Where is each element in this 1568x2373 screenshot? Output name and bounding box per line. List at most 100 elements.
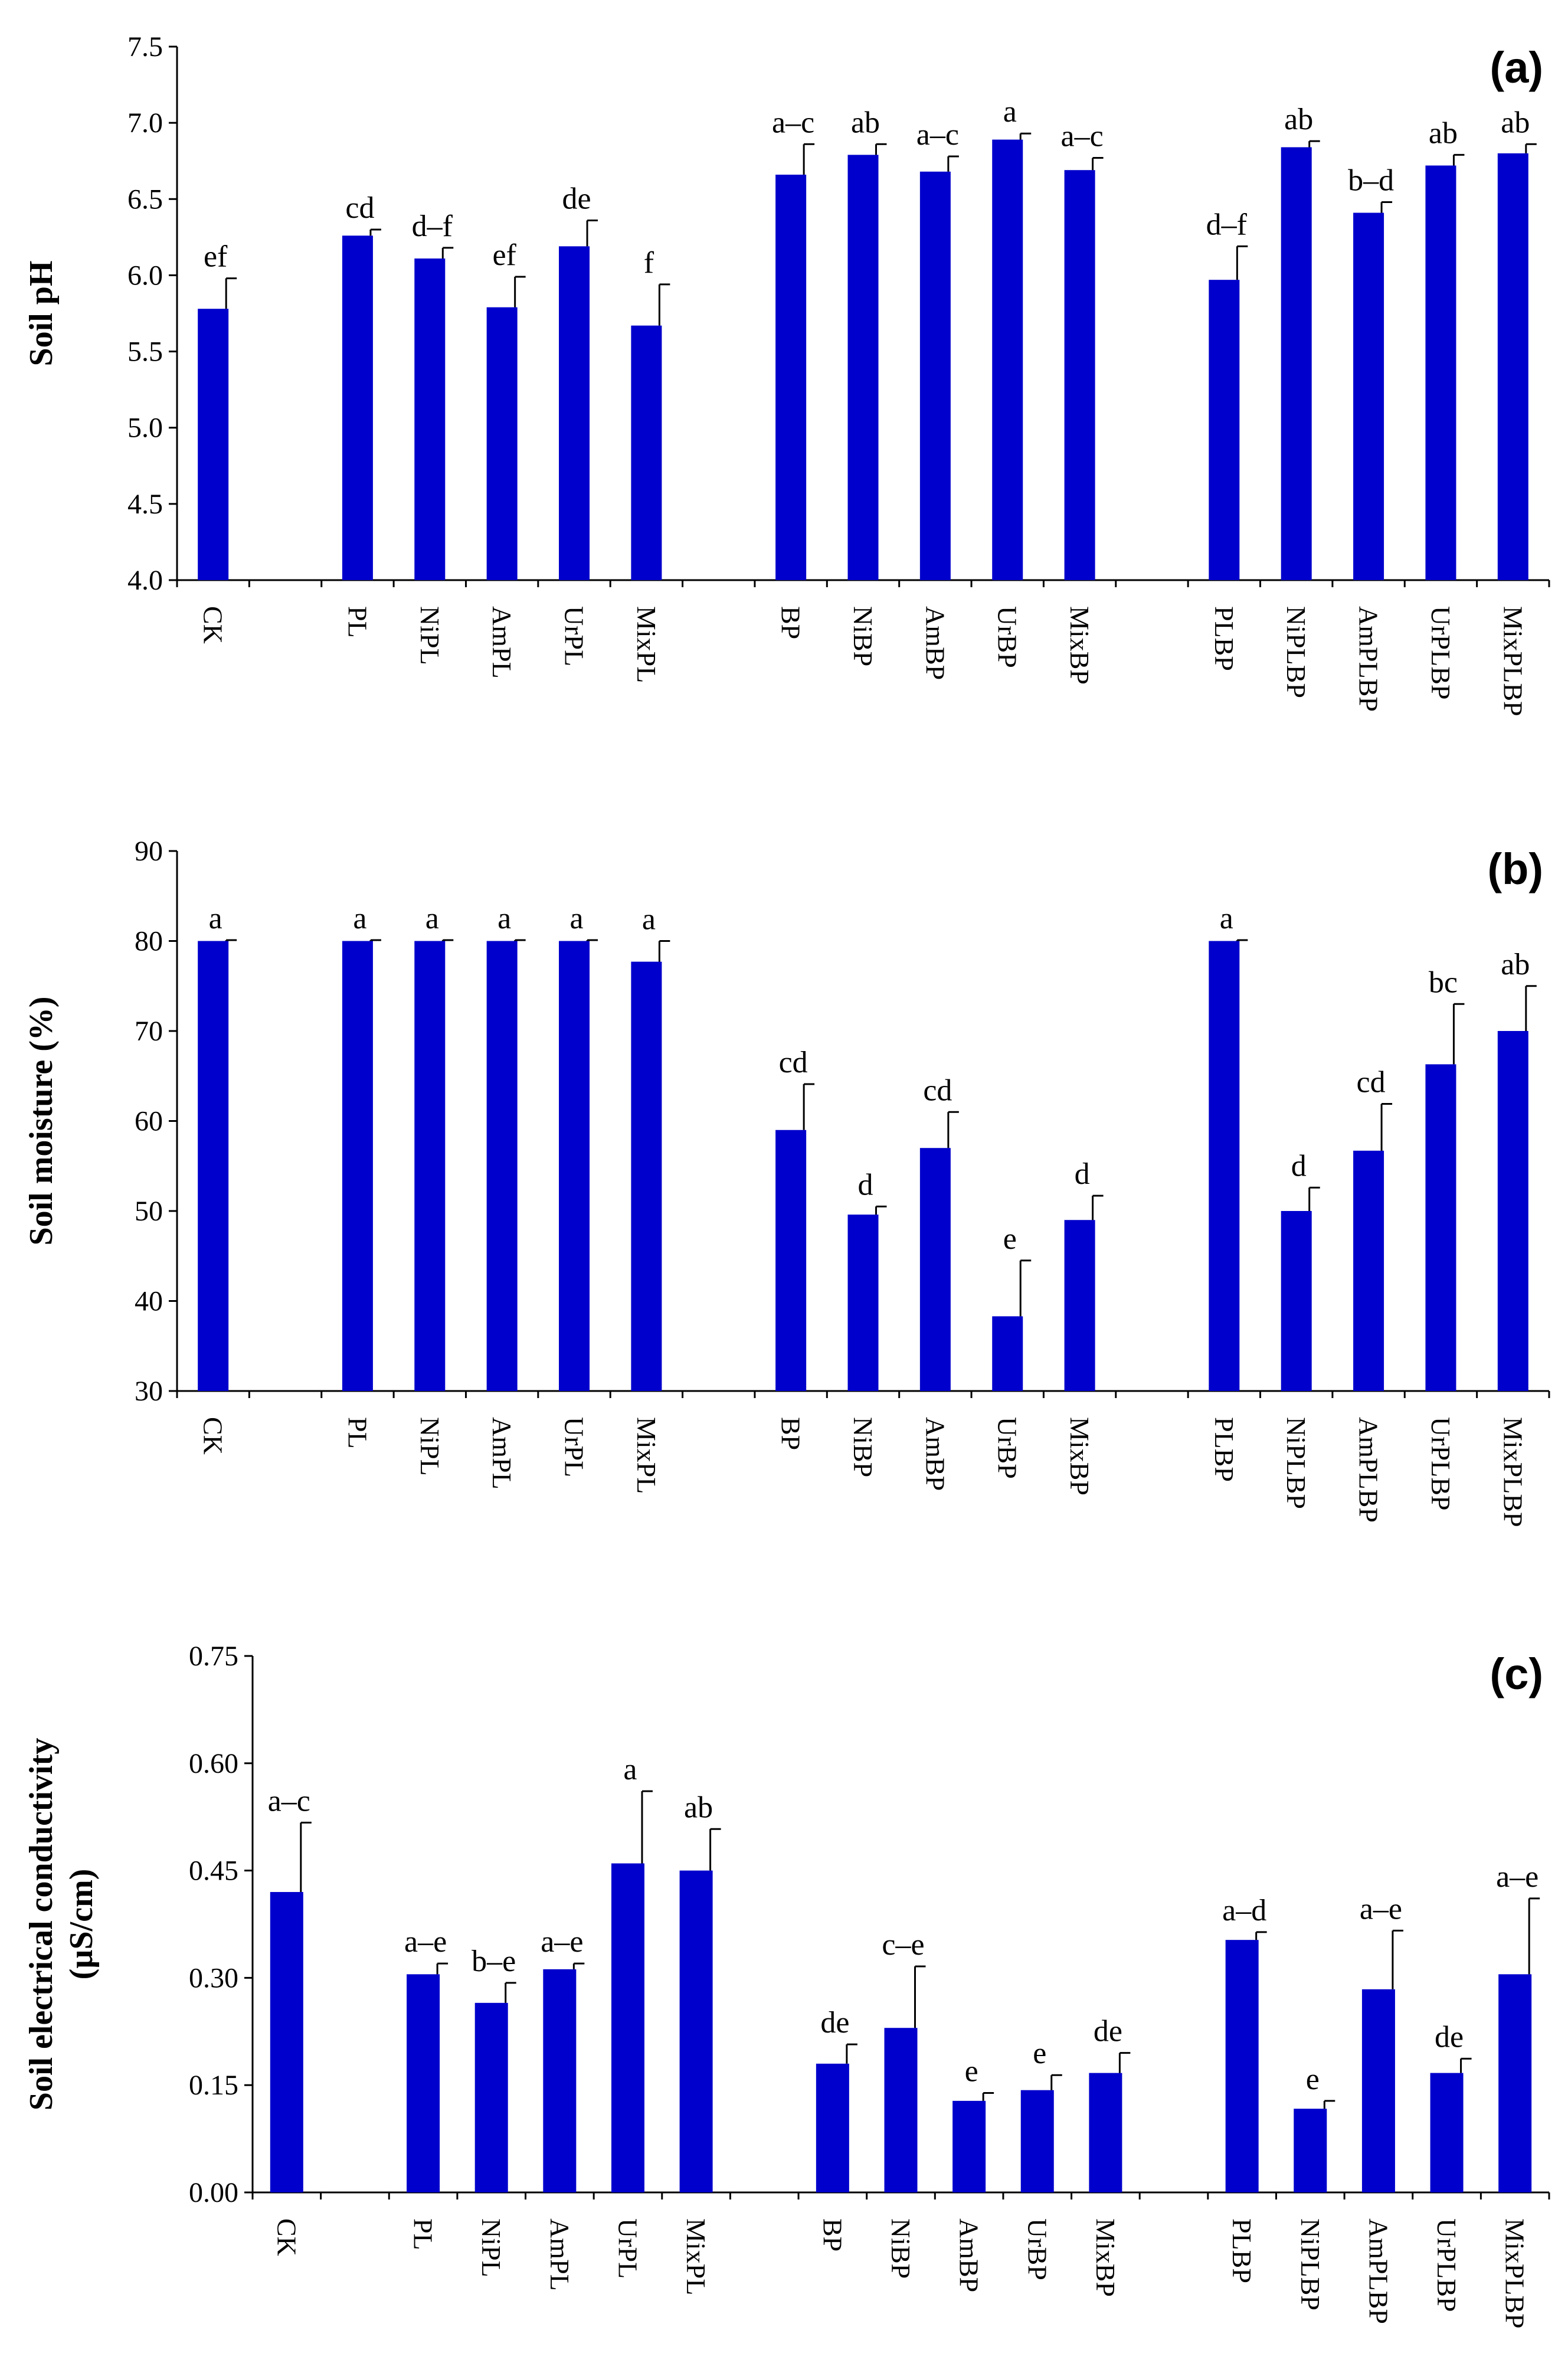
y-axis-title: Soil pH	[23, 261, 60, 366]
category-label: NiPLBP	[1281, 606, 1311, 698]
bar-nibp	[847, 155, 879, 581]
bar-ampl	[543, 1969, 577, 2192]
bar-urplbp	[1425, 1064, 1456, 1391]
category-label: MixPLBP	[1498, 1417, 1528, 1527]
bar-mixbp	[1064, 1220, 1095, 1391]
category-label: AmPLBP	[1354, 606, 1384, 712]
panel-c-soil-ec-chart: 0.00 0.15 0.30 0.45 0.60 0.75 a–c CK a–e PL b–e NiP…	[23, 1641, 1550, 2329]
bar-plbp	[1225, 1940, 1259, 2192]
category-label: CK	[198, 1417, 228, 1455]
panel-label: (a)	[1490, 43, 1543, 92]
category-label: AmBP	[920, 1417, 950, 1491]
significance-letter: a	[353, 902, 366, 935]
significance-letter: a–c	[268, 1784, 310, 1818]
bar-ambp	[919, 171, 951, 580]
category-label: BP	[817, 2218, 847, 2251]
category-label: PLBP	[1209, 1417, 1239, 1482]
significance-letter: d	[1291, 1149, 1307, 1183]
category-label: NiPL	[415, 606, 445, 665]
category-label: UrPLBP	[1432, 2218, 1462, 2312]
category-label: MixBP	[1065, 606, 1095, 685]
category-label: MixPLBP	[1498, 606, 1528, 716]
bar-mixpl	[631, 325, 662, 580]
significance-letter: ab	[684, 1791, 713, 1824]
category-label: PL	[342, 1417, 372, 1449]
y-tick-label: 4.0	[127, 565, 163, 596]
significance-letter: a	[1220, 902, 1233, 935]
category-label: PL	[342, 606, 372, 638]
bar-mixplbp	[1497, 1031, 1528, 1391]
category-label: UrBP	[993, 1417, 1023, 1479]
significance-letter: d	[858, 1168, 873, 1202]
bar-urbp	[992, 1316, 1023, 1391]
category-label: PL	[408, 2218, 438, 2250]
y-tick-label: 0.30	[189, 1962, 238, 1994]
bar-mixplbp	[1498, 1974, 1532, 2192]
bar-mixplbp	[1497, 153, 1528, 580]
category-label: UrPL	[559, 606, 590, 666]
bar-nipl	[414, 941, 446, 1391]
significance-letter: e	[965, 2055, 978, 2089]
category-label: NiPLBP	[1281, 1417, 1311, 1509]
y-tick-label: 6.5	[127, 184, 163, 215]
significance-letter: a	[623, 1753, 637, 1786]
significance-letter: a–e	[1496, 1860, 1538, 1894]
significance-letter: ab	[1501, 948, 1530, 981]
category-label: MixBP	[1065, 1417, 1095, 1495]
bar-nipl	[474, 2002, 508, 2192]
significance-letter: ab	[851, 106, 880, 139]
bar-niplbp	[1294, 2109, 1327, 2192]
significance-letter: b–e	[472, 1945, 516, 1978]
category-label: CK	[198, 606, 228, 644]
significance-letter: ef	[492, 238, 516, 272]
y-tick-label: 0.45	[189, 1855, 238, 1887]
significance-letter: bc	[1429, 965, 1458, 999]
significance-letter: ab	[1429, 116, 1458, 150]
category-label: UrPLBP	[1426, 606, 1456, 699]
bar-mixpl	[631, 961, 662, 1391]
category-label: PLBP	[1227, 2218, 1257, 2283]
category-label: UrBP	[993, 606, 1023, 668]
significance-letter: d	[1075, 1157, 1090, 1191]
category-label: NiBP	[848, 1417, 878, 1477]
y-tick-label: 4.5	[127, 489, 163, 520]
category-label: UrBP	[1022, 2218, 1052, 2280]
significance-letter: a	[1003, 95, 1017, 129]
y-axis-title: Soil electrical conductivity	[23, 1738, 60, 2110]
significance-letter: f	[644, 246, 654, 280]
bar-ck	[198, 309, 229, 580]
significance-letter: a–e	[541, 1925, 583, 1959]
y-tick-label: 7.0	[127, 107, 163, 139]
bar-pl	[342, 235, 373, 580]
significance-letter: cd	[1357, 1066, 1386, 1099]
bar-urplbp	[1425, 165, 1456, 580]
y-tick-label: 80	[135, 926, 163, 957]
category-label: AmPLBP	[1354, 1417, 1384, 1523]
bar-bp	[775, 1130, 807, 1391]
bar-mixbp	[1064, 170, 1095, 580]
y-tick-label: 40	[135, 1286, 163, 1317]
category-label: MixPL	[681, 2218, 711, 2295]
panel-label: (c)	[1490, 1649, 1543, 1698]
y-tick-label: 5.5	[127, 336, 163, 368]
panel-a-soil-ph-chart: 4.0 4.5 5.0 5.5 6.0 6.5 7.0 7.5 ef CK cd PL d–f NiPL e…	[23, 31, 1550, 716]
y-tick-label: 0.60	[189, 1748, 238, 1779]
y-tick-label: 7.5	[127, 31, 163, 63]
bar-pl	[407, 1974, 440, 2192]
category-label: UrPL	[613, 2218, 643, 2279]
significance-letter: a–e	[1360, 1892, 1402, 1926]
significance-letter: e	[1003, 1222, 1017, 1256]
significance-letter: de	[1435, 2020, 1464, 2054]
category-label: NiBP	[848, 606, 878, 666]
bar-plbp	[1209, 280, 1240, 580]
significance-letter: a–c	[1061, 120, 1104, 153]
category-label: MixPLBP	[1500, 2218, 1530, 2329]
significance-letter: d–f	[1206, 208, 1248, 241]
category-label: MixPL	[631, 606, 662, 683]
y-tick-label: 70	[135, 1016, 163, 1047]
bar-urplbp	[1430, 2073, 1464, 2192]
significance-letter: cd	[923, 1073, 952, 1107]
y-tick-label: 30	[135, 1376, 163, 1407]
y-tick-label: 0.00	[189, 2177, 238, 2208]
